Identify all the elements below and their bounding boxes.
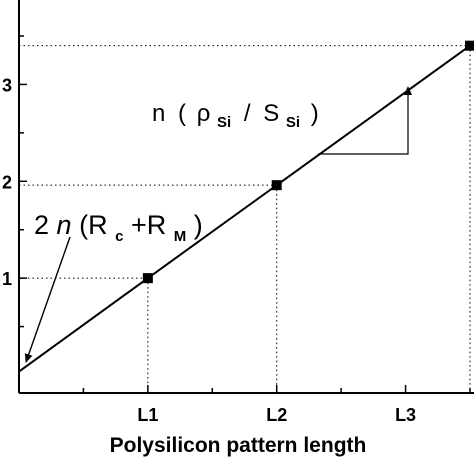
intercept-open: (R: [79, 210, 108, 240]
data-point-marker: [142, 273, 153, 284]
slope-rho-sub: Si: [217, 114, 231, 131]
intercept-annotation: 2 n (R c +R M ): [34, 210, 203, 247]
slope-slash: /: [244, 100, 251, 127]
slope-rho: ρ: [197, 100, 211, 127]
slope-triangle-arrowhead: [404, 86, 412, 95]
tick-labels: 1 2 3 L1 L2 L3: [2, 75, 416, 425]
intercept-sub1: c: [115, 228, 123, 245]
intercept-arrow: [24, 236, 71, 363]
intercept-plus: +R: [131, 210, 166, 240]
axes: [18, 0, 474, 394]
data-point-marker: [271, 180, 282, 191]
slope-annotation: n ( ρ Si / S Si ): [152, 100, 319, 133]
data-markers: [142, 40, 474, 284]
x-tick-label: L1: [137, 405, 158, 425]
intercept-close: ): [194, 210, 203, 240]
y-tick-label: 3: [2, 75, 12, 95]
slope-n: n: [152, 100, 165, 127]
slope-close: ): [311, 100, 319, 127]
slope-open: (: [178, 100, 186, 127]
slope-triangle: [318, 88, 409, 155]
x-tick-label: L3: [395, 405, 416, 425]
y-tick-label: 2: [2, 172, 12, 192]
slope-S: S: [263, 100, 279, 127]
guide-lines: [19, 45, 471, 393]
intercept-coef: 2: [34, 210, 49, 240]
series-polyline: [18, 44, 471, 373]
y-tick-label: 1: [2, 269, 12, 289]
series-line: [18, 44, 471, 373]
slope-S-sub: Si: [286, 114, 300, 131]
data-point-marker: [465, 40, 474, 51]
x-tick-label: L2: [266, 405, 287, 425]
intercept-sub2: M: [174, 228, 187, 245]
x-axis-title: Polysilicon pattern length: [110, 434, 367, 457]
intercept-n: n: [57, 210, 72, 240]
